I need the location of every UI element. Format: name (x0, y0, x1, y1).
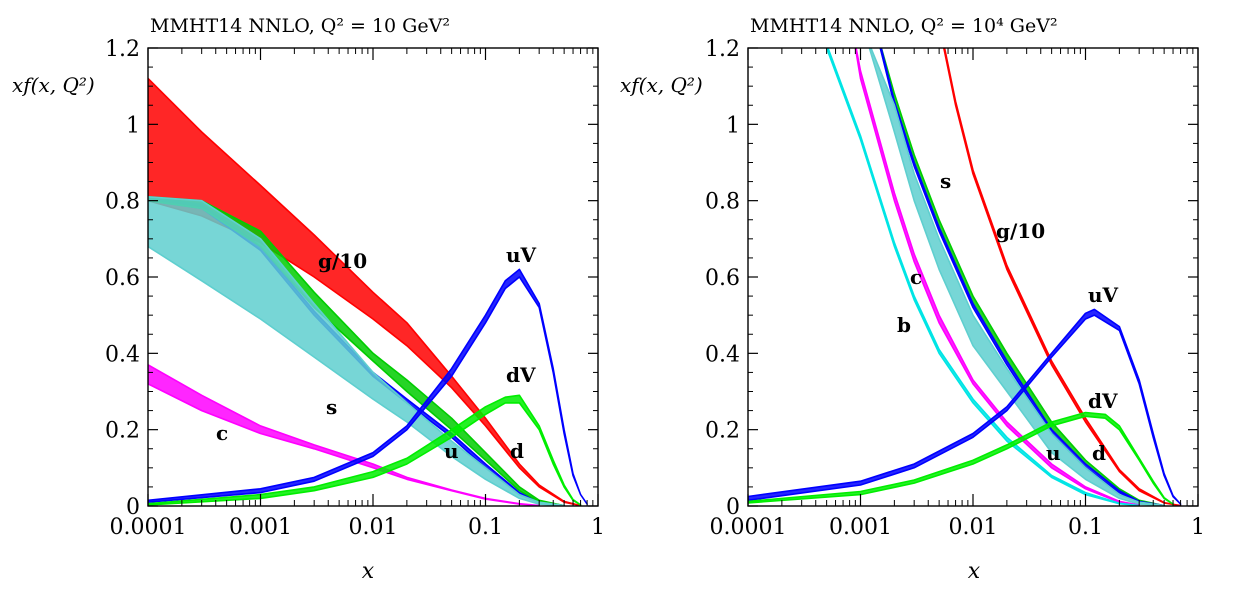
x-tick-label-0-1: 0.1 (1068, 515, 1103, 540)
series-c-band-0 (148, 363, 541, 506)
right-y-axis-label: xf(x, Q²) (620, 73, 703, 97)
left-panel-q2-10: MMHT14 NNLO, Q² = 10 GeV² 0 0.2 0.4 0.6 0.8 1… (12, 15, 605, 584)
series-d-v-band-0 (148, 394, 582, 506)
left-ticks-layer: 0 0.2 0.4 0.6 0.8 1 1.2 0.0001 0.001 0.01 0.1 1 (105, 37, 605, 540)
right-label-ubar: u (1046, 441, 1061, 465)
right-series-labels: g/10 s c b uV dV u d (897, 169, 1119, 465)
x-tick-label-0-0001: 0.0001 (710, 515, 787, 540)
x-tick-label-0-1: 0.1 (468, 515, 503, 540)
right-label-dv: dV (1088, 389, 1118, 413)
x-tick-label-0-01: 0.01 (349, 515, 398, 540)
left-x-axis-label: x (362, 559, 375, 584)
y-tick-label-1: 1 (126, 113, 140, 138)
left-series-layer (148, 77, 588, 506)
x-tick-label-0-0001: 0.0001 (110, 515, 187, 540)
y-tick-label-0: 0 (726, 495, 740, 520)
right-ticks-layer: 0 0.2 0.4 0.6 0.8 1 1.2 0.0001 0.001 0.01 0.1 1 (705, 37, 1205, 540)
right-label-dbar: d (1092, 441, 1106, 465)
right-panel-title: MMHT14 NNLO, Q² = 10⁴ GeV² (750, 15, 1058, 37)
y-tick-label-0-2: 0.2 (705, 419, 740, 444)
right-label-b: b (897, 313, 911, 337)
series-g-10-band-0 (148, 77, 582, 506)
x-tick-label-0-001: 0.001 (229, 515, 292, 540)
y-tick-label-0-8: 0.8 (705, 190, 740, 215)
left-label-g10: g/10 (318, 249, 367, 273)
y-tick-label-0-6: 0.6 (105, 266, 140, 291)
right-label-s: s (940, 169, 951, 193)
left-label-uv: uV (506, 243, 537, 267)
y-tick-label-1-2: 1.2 (105, 37, 140, 62)
left-y-axis-label: xf(x, Q²) (12, 73, 95, 97)
right-series-layer (748, 48, 1182, 506)
left-label-c: c (216, 421, 228, 445)
y-tick-label-1: 1 (726, 113, 740, 138)
y-tick-label-0-6: 0.6 (705, 266, 740, 291)
left-series-labels: g/10 uV dV s u d c (216, 243, 537, 463)
y-tick-label-0: 0 (126, 495, 140, 520)
left-panel-title: MMHT14 NNLO, Q² = 10 GeV² (150, 15, 450, 37)
series-u-v-band-0 (148, 268, 588, 505)
left-label-dbar: d (510, 439, 524, 463)
x-tick-label-1: 1 (1191, 515, 1205, 540)
right-label-c: c (910, 265, 922, 289)
y-tick-label-0-8: 0.8 (105, 190, 140, 215)
series-b-band-1 (825, 48, 1140, 506)
x-tick-label-1: 1 (591, 515, 605, 540)
y-tick-label-0-2: 0.2 (105, 419, 140, 444)
series-d-v-band-1 (748, 411, 1174, 505)
x-tick-label-0-001: 0.001 (829, 515, 892, 540)
right-label-g10: g/10 (996, 219, 1045, 243)
y-tick-label-0-4: 0.4 (105, 342, 140, 367)
y-tick-label-0-4: 0.4 (705, 342, 740, 367)
y-tick-label-1-2: 1.2 (705, 37, 740, 62)
right-label-uv: uV (1088, 283, 1119, 307)
left-label-dv: dV (506, 363, 536, 387)
left-label-s: s (326, 395, 337, 419)
right-x-axis-label: x (968, 559, 981, 584)
series-u-v-band-1 (748, 308, 1182, 505)
x-tick-label-0-01: 0.01 (949, 515, 998, 540)
left-label-ubar: u (444, 439, 459, 463)
right-panel-q2-10000: MMHT14 NNLO, Q² = 10⁴ GeV² 0 0.2 0.4 0.6 0.8… (620, 15, 1205, 584)
